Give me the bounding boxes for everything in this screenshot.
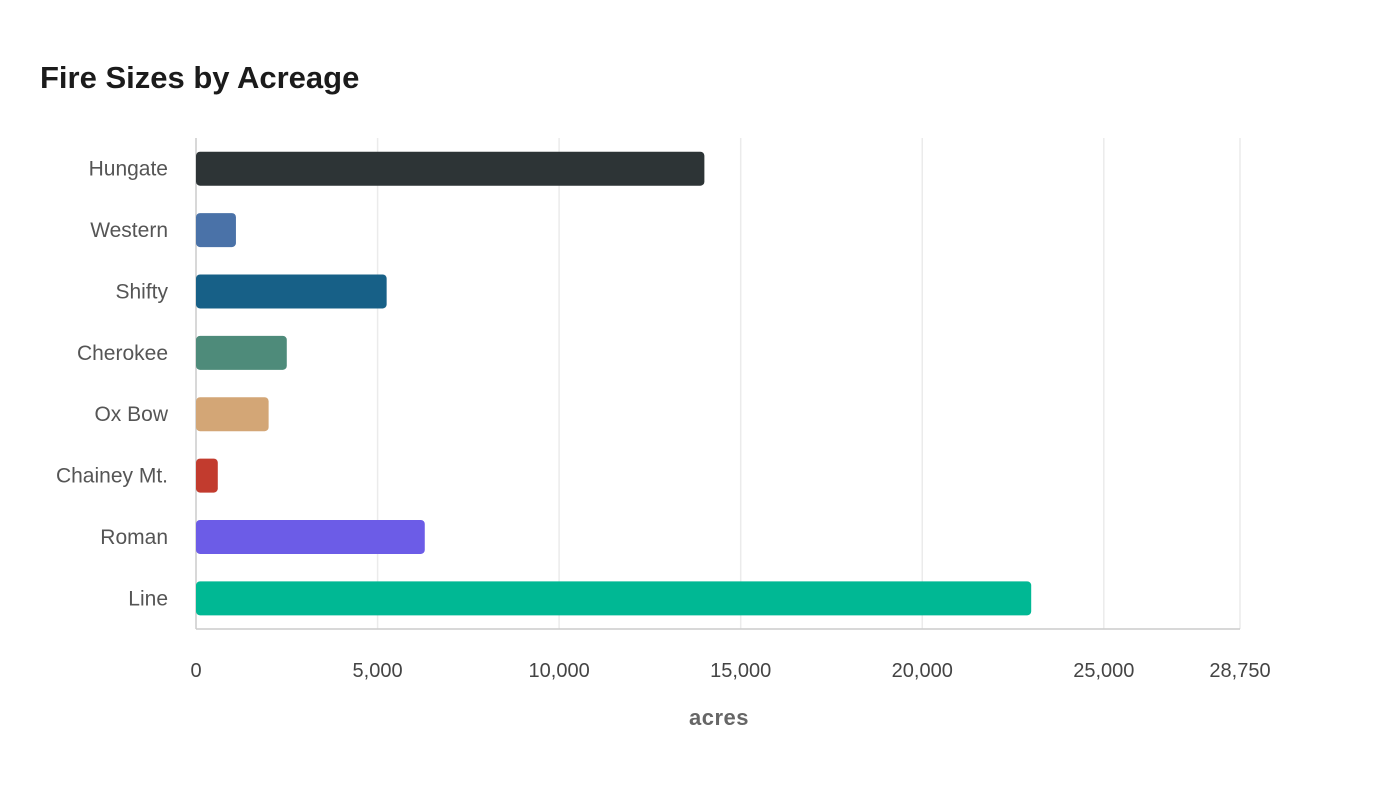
category-label: Chainey Mt. <box>56 465 168 488</box>
bar-hungate <box>196 151 705 186</box>
x-tick-labels: 0 5,000 10,000 15,000 20,000 25,000 28,750 <box>190 660 1270 682</box>
category-label: Roman <box>100 526 168 549</box>
x-tick-label: 20,000 <box>892 660 953 682</box>
category-label: Hungate <box>89 158 168 181</box>
x-tick-label: 0 <box>190 660 201 682</box>
bar-western <box>196 213 236 248</box>
x-tick-label: 10,000 <box>529 660 590 682</box>
bar-cherokee <box>196 335 287 370</box>
x-axis-title: acres <box>689 705 749 730</box>
bar-shifty <box>196 274 387 309</box>
category-label: Ox Bow <box>94 403 168 426</box>
x-tick-label: 28,750 <box>1209 660 1270 682</box>
category-label: Cherokee <box>77 342 168 365</box>
bar-ox-bow <box>196 397 269 432</box>
chart-title: Fire Sizes by Acreage <box>40 60 360 95</box>
x-tick-label: 15,000 <box>710 660 771 682</box>
bar-roman <box>196 519 425 554</box>
bar-chainey-mt <box>196 458 218 493</box>
category-label: Shifty <box>115 280 168 303</box>
category-label: Western <box>90 219 168 242</box>
gridlines <box>376 138 1241 629</box>
bars <box>196 151 1032 616</box>
category-labels: Hungate Western Shifty Cherokee Ox Bow Chaine… <box>56 158 169 611</box>
x-tick-label: 25,000 <box>1073 660 1134 682</box>
category-label: Line <box>128 587 168 610</box>
bar-line <box>196 581 1032 616</box>
axes <box>195 138 1240 630</box>
x-tick-label: 5,000 <box>353 660 403 682</box>
